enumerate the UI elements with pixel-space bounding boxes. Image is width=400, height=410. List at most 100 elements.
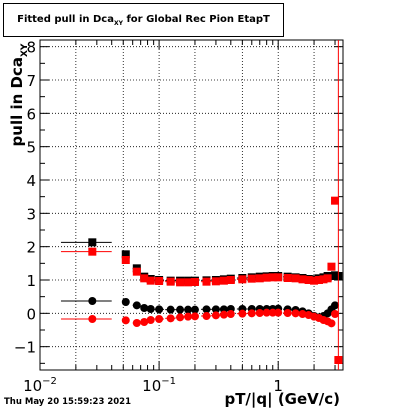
y-tick-label: 8 bbox=[26, 39, 36, 57]
x-tick-label-exponent: −1 bbox=[161, 376, 176, 387]
data-point-square bbox=[283, 274, 292, 282]
data-point-circle bbox=[166, 305, 175, 314]
data-point-square bbox=[202, 277, 211, 286]
y-axis-label: pull in DcaXY bbox=[8, 43, 30, 146]
data-point-circle bbox=[140, 304, 149, 312]
data-point-circle bbox=[146, 316, 155, 324]
data-point-square bbox=[226, 276, 235, 284]
y-tick-label: 7 bbox=[26, 72, 36, 90]
data-point-square bbox=[155, 277, 164, 285]
y-tick-label: 0 bbox=[26, 305, 36, 323]
y-tick-label: 4 bbox=[26, 172, 36, 190]
data-point-circle bbox=[146, 305, 155, 313]
data-point-square bbox=[291, 274, 300, 283]
data-point-circle bbox=[121, 298, 130, 306]
data-point-square bbox=[327, 262, 336, 271]
data-point-square bbox=[323, 274, 332, 283]
data-point-circle bbox=[176, 305, 185, 314]
data-point-circle bbox=[331, 301, 340, 310]
timestamp-label: Thu May 20 15:59:23 2021 bbox=[4, 397, 131, 407]
data-point-square bbox=[314, 276, 323, 284]
axis-ticks: −1 0 1 2 3 4 5 6 7 8 10−2 10−1 1 bbox=[14, 39, 343, 395]
data-point-circle bbox=[202, 312, 211, 320]
data-point-circle bbox=[132, 319, 141, 327]
data-point-square bbox=[331, 196, 340, 205]
data-point-square bbox=[238, 275, 247, 284]
data-point-square bbox=[255, 274, 264, 283]
series-1 bbox=[60, 196, 343, 364]
chart-title-subscript: XY bbox=[113, 19, 123, 27]
x-tick-label: 10−2 bbox=[23, 376, 57, 395]
data-point-square bbox=[121, 256, 130, 264]
data-point-circle bbox=[211, 305, 220, 314]
data-point-circle bbox=[327, 319, 336, 328]
data-point-circle bbox=[184, 305, 193, 314]
data-point-square bbox=[121, 250, 130, 259]
x-axis-label: pT/|q| (GeV/c) bbox=[224, 390, 340, 409]
data-point-circle bbox=[331, 310, 340, 318]
x-tick-label: 1 bbox=[273, 377, 283, 395]
data-point-square bbox=[190, 278, 199, 286]
data-point-circle bbox=[190, 305, 199, 314]
data-layer bbox=[60, 40, 343, 370]
chart-title-box: Fitted pull in DcaXY for Global Rec Pion… bbox=[3, 3, 284, 37]
data-point-circle bbox=[140, 318, 149, 326]
data-point-circle bbox=[88, 297, 97, 305]
data-point-circle bbox=[88, 315, 97, 323]
y-tick-label: 2 bbox=[26, 239, 36, 257]
data-point-circle bbox=[202, 305, 211, 314]
data-point-circle bbox=[121, 316, 130, 325]
data-point-circle bbox=[155, 315, 164, 323]
data-point-circle bbox=[132, 301, 141, 310]
data-point-square bbox=[298, 275, 307, 284]
data-point-square bbox=[247, 274, 256, 283]
data-point-circle bbox=[291, 309, 300, 318]
data-point-circle bbox=[219, 310, 228, 319]
data-point-square bbox=[310, 276, 319, 285]
y-tick-label: 3 bbox=[26, 205, 36, 223]
data-point-circle bbox=[255, 309, 264, 317]
data-point-square bbox=[166, 277, 175, 286]
data-point-circle bbox=[190, 312, 199, 321]
data-point-circle bbox=[238, 309, 247, 318]
y-axis-label-sub: XY bbox=[20, 43, 30, 57]
data-point-square bbox=[304, 276, 313, 284]
data-point-square bbox=[219, 276, 228, 285]
series-2 bbox=[60, 297, 340, 322]
data-point-circle bbox=[298, 310, 307, 318]
data-point-square bbox=[268, 273, 277, 282]
chart-title-prefix: Fitted pull in Dca bbox=[17, 13, 114, 25]
data-point-square bbox=[211, 277, 220, 286]
y-tick-label: 5 bbox=[26, 139, 36, 157]
y-tick-label: 6 bbox=[26, 105, 36, 123]
data-point-circle bbox=[166, 314, 175, 323]
y-tick-label: −1 bbox=[14, 339, 36, 357]
data-point-circle bbox=[274, 308, 283, 317]
data-point-square bbox=[146, 276, 155, 285]
data-point-square bbox=[184, 278, 193, 287]
y-tick-label: 1 bbox=[26, 272, 36, 290]
grid-lines bbox=[40, 40, 343, 370]
data-point-square bbox=[88, 247, 97, 256]
data-point-circle bbox=[184, 312, 193, 321]
x-tick-label-exponent: −2 bbox=[42, 376, 57, 387]
data-point-square bbox=[274, 273, 283, 282]
data-point-square bbox=[176, 278, 185, 287]
y-axis-label-main: pull in Dca bbox=[8, 57, 26, 146]
chart-title-suffix: for Global Rec Pion EtapT bbox=[122, 13, 270, 25]
data-point-circle bbox=[283, 309, 292, 317]
series-3 bbox=[60, 308, 340, 328]
data-point-circle bbox=[262, 308, 271, 317]
x-tick-label: 10−1 bbox=[142, 376, 176, 395]
data-point-square bbox=[140, 274, 149, 283]
data-point-circle bbox=[176, 313, 185, 322]
data-point-square bbox=[88, 238, 97, 247]
data-point-circle bbox=[247, 309, 256, 318]
plot-frame bbox=[39, 39, 344, 371]
data-point-square bbox=[262, 273, 271, 282]
data-point-circle bbox=[155, 305, 164, 314]
data-point-circle bbox=[226, 310, 235, 318]
data-point-square bbox=[319, 275, 328, 284]
data-point-square bbox=[132, 267, 141, 276]
